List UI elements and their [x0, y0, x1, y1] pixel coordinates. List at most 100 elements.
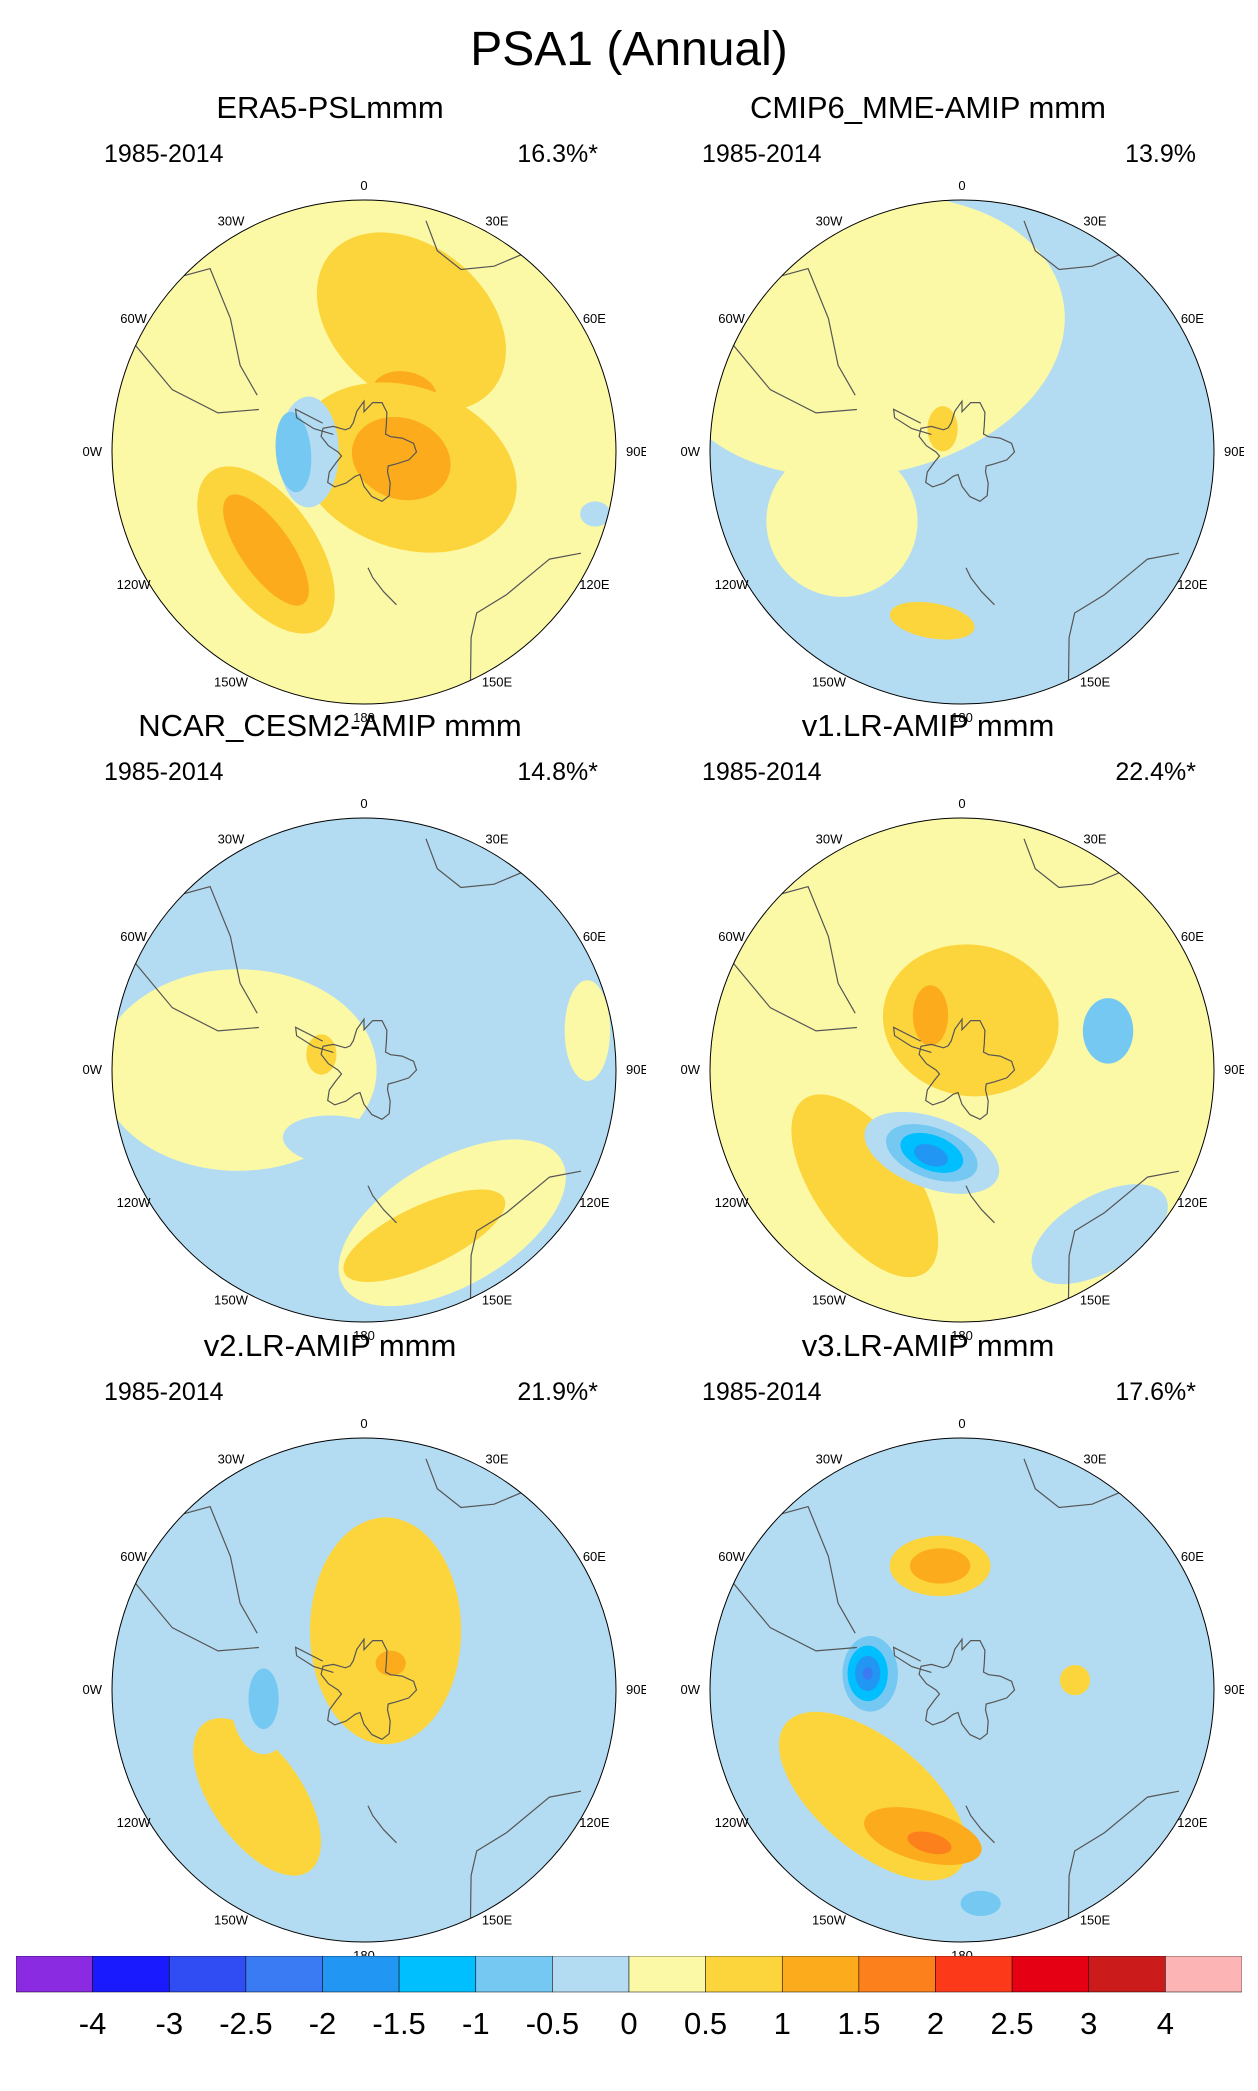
- colorbar-swatch: [169, 1956, 247, 1993]
- peninsula-outline: [294, 1646, 334, 1673]
- longitude-label: 150E: [482, 1292, 513, 1307]
- panel-title: v2.LR-AMIP mmm: [203, 1328, 457, 1363]
- anomaly-contour: [223, 494, 309, 606]
- polar-map: 030E60E90E120E150E180150W120W90W60W30W: [680, 1416, 1244, 1963]
- colorbar-swatch: [92, 1956, 170, 1993]
- australia-outline: [1067, 1170, 1180, 1299]
- australia-outline: [469, 1170, 582, 1299]
- colorbar-swatch: [245, 1956, 323, 1993]
- longitude-label: 150W: [214, 1292, 249, 1307]
- map-border: [111, 817, 617, 1323]
- longitude-label: 120W: [715, 577, 750, 592]
- anomaly-contour: [1082, 998, 1134, 1064]
- period-label: 1985-2014: [104, 758, 224, 786]
- colorbar-swatch: [16, 1956, 93, 1993]
- variance-label: 16.3%*: [517, 140, 598, 168]
- longitude-label: 0: [360, 178, 367, 193]
- longitude-label: 60W: [718, 929, 745, 944]
- longitude-label: 120E: [1177, 1815, 1208, 1830]
- colorbar-label: 1: [774, 2006, 791, 2041]
- colorbar-swatch: [552, 1956, 630, 1993]
- colorbar-label: -4: [79, 2006, 107, 2041]
- longitude-label: 30E: [485, 832, 508, 847]
- colorbar-label: -0.5: [526, 2006, 579, 2041]
- longitude-label: 60W: [120, 929, 147, 944]
- longitude-label: 0: [958, 1416, 965, 1431]
- africa-outline: [425, 1458, 535, 1509]
- longitude-label: 60W: [718, 311, 745, 326]
- longitude-label: 60E: [1181, 311, 1204, 326]
- colorbar-label: -1.5: [372, 2006, 425, 2041]
- anomaly-contour: [960, 1890, 1001, 1916]
- longitude-label: 30W: [816, 214, 843, 229]
- africa-outline: [1023, 220, 1133, 271]
- colorbar-swatch: [705, 1956, 783, 1993]
- longitude-label: 150W: [812, 1292, 847, 1307]
- antarctica-outline: [918, 1637, 1016, 1740]
- longitude-label: 0: [958, 796, 965, 811]
- colorbar-label: 4: [1157, 2006, 1174, 2041]
- africa-outline: [425, 838, 535, 889]
- longitude-label: 0: [360, 1416, 367, 1431]
- variance-label: 22.4%*: [1115, 758, 1196, 786]
- panel-title: ERA5-PSLmmm: [216, 90, 444, 125]
- anomaly-contour: [912, 985, 949, 1046]
- panel-title: CMIP6_MME-AMIP mmm: [750, 90, 1106, 125]
- longitude-label: 60W: [718, 1549, 745, 1564]
- longitude-label: 90E: [626, 1682, 646, 1697]
- colorbar-label: 0: [620, 2006, 637, 2041]
- longitude-label: 30E: [485, 1452, 508, 1467]
- colorbar-label: -3: [156, 2006, 184, 2041]
- africa-outline: [1023, 1458, 1133, 1509]
- map-border: [709, 199, 1215, 705]
- longitude-label: 60E: [583, 929, 606, 944]
- anomaly-contour: [909, 1548, 971, 1584]
- longitude-label: 180: [353, 710, 375, 725]
- new-zealand-outline: [367, 1805, 397, 1844]
- australia-outline: [469, 552, 582, 681]
- anomaly-contour: [580, 501, 611, 527]
- anomaly-contour: [422, 1796, 479, 1831]
- longitude-label: 30W: [218, 1452, 245, 1467]
- longitude-label: 120E: [1177, 577, 1208, 592]
- anomaly-contour: [275, 411, 312, 493]
- panel-cesm2: NCAR_CESM2-AMIP mmm 1985-2014 14.8%* 0 30E 60…: [30, 708, 646, 1343]
- longitude-label: 120W: [715, 1815, 750, 1830]
- anomaly-contour: [1059, 1664, 1091, 1696]
- longitude-label: 150E: [1080, 1292, 1111, 1307]
- polar-map: 030E60E90E120E150E180150W120W90W60W30W: [82, 1416, 646, 1963]
- longitude-label: 30W: [816, 1452, 843, 1467]
- new-zealand-outline: [965, 1185, 995, 1224]
- longitude-label: 150W: [812, 674, 847, 689]
- longitude-label: 90W: [680, 1682, 701, 1697]
- antarctica-outline: [320, 1637, 418, 1740]
- peninsula-outline: [294, 408, 334, 435]
- longitude-label: 120W: [117, 1195, 152, 1210]
- colorbar-swatch: [1088, 1956, 1166, 1993]
- anomaly-contour: [351, 416, 451, 501]
- antarctica-outline: [918, 399, 1016, 502]
- period-label: 1985-2014: [104, 1378, 224, 1406]
- colorbar-label: 2.5: [991, 2006, 1034, 2041]
- longitude-label: 150E: [1080, 674, 1111, 689]
- longitude-label: 180: [353, 1328, 375, 1343]
- variance-label: 13.9%: [1125, 140, 1196, 168]
- longitude-label: 60E: [583, 311, 606, 326]
- period-label: 1985-2014: [702, 140, 822, 168]
- africa-outline: [425, 220, 535, 271]
- colorbar-swatch: [1011, 1956, 1089, 1993]
- longitude-label: 30E: [1083, 214, 1106, 229]
- longitude-label: 30E: [485, 214, 508, 229]
- polar-map: 030E60E90E120E150E180150W120W90W60W30W: [680, 796, 1244, 1343]
- longitude-label: 90E: [626, 444, 646, 459]
- anomaly-contour: [492, 1592, 528, 1709]
- longitude-label: 120E: [579, 577, 610, 592]
- colorbar: -4 -3 -2.5 -2 -1.5 -1 -0.5 0 0.5 1 1.5 2 2.5 3 4: [16, 1956, 1242, 2041]
- map-border: [111, 1437, 617, 1943]
- figure-title: PSA1 (Annual): [470, 23, 788, 76]
- africa-outline: [1023, 838, 1133, 889]
- longitude-label: 30W: [218, 832, 245, 847]
- longitude-label: 30E: [1083, 832, 1106, 847]
- anomaly-contour: [862, 1667, 873, 1680]
- colorbar-label: 2: [927, 2006, 944, 2041]
